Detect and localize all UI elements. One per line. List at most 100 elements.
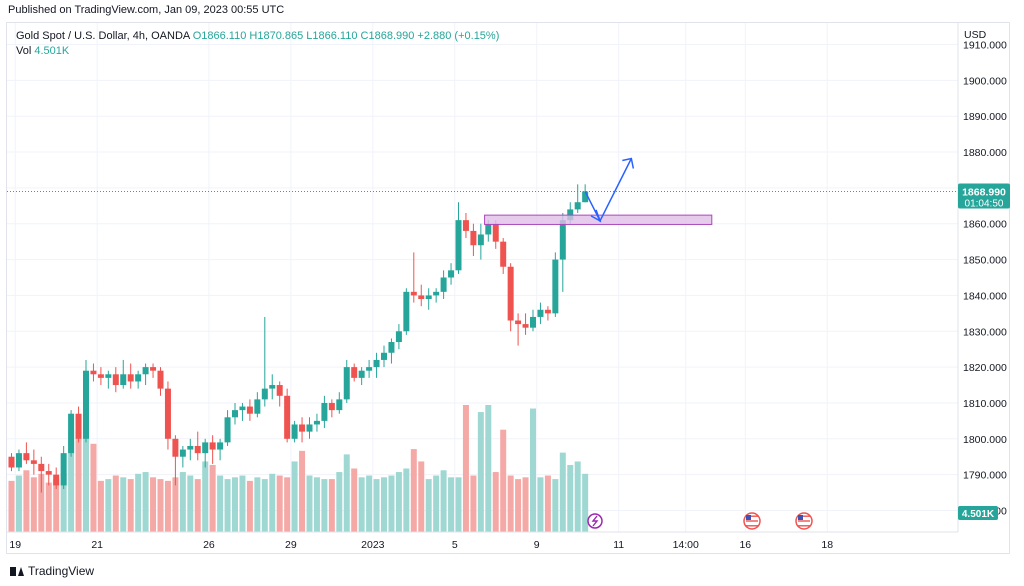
volume-bar <box>232 477 238 532</box>
candle-body[interactable] <box>202 442 209 454</box>
candle-body[interactable] <box>142 367 149 375</box>
candle-body[interactable] <box>462 220 469 231</box>
candle-body[interactable] <box>537 309 544 317</box>
candle-body[interactable] <box>224 417 231 443</box>
symbol-name[interactable]: Gold Spot / U.S. Dollar, 4h, OANDA <box>16 30 190 42</box>
candle-body[interactable] <box>433 291 440 296</box>
candle-body[interactable] <box>373 359 380 368</box>
candle-body[interactable] <box>306 424 313 432</box>
candle-body[interactable] <box>440 277 447 292</box>
candle-body[interactable] <box>395 331 402 343</box>
candle-body[interactable] <box>23 453 30 461</box>
candle-body[interactable] <box>60 453 67 486</box>
candle-body[interactable] <box>544 309 551 314</box>
candle-body[interactable] <box>485 223 492 235</box>
candle-body[interactable] <box>269 385 276 389</box>
candle-body[interactable] <box>75 413 82 439</box>
candle-body[interactable] <box>284 395 291 439</box>
candle-body[interactable] <box>530 316 536 328</box>
dividends-event-icon[interactable] <box>587 513 603 529</box>
candle-body[interactable] <box>492 223 499 242</box>
volume-bar <box>23 470 30 532</box>
candle-body[interactable] <box>53 474 60 486</box>
candle-body[interactable] <box>150 367 157 371</box>
candle-body[interactable] <box>105 374 112 378</box>
chart-frame <box>6 22 1010 554</box>
volume-bar <box>164 480 171 532</box>
candle-body[interactable] <box>418 295 425 300</box>
candle-body[interactable] <box>127 374 134 382</box>
volume-bar <box>179 472 186 532</box>
candle-body[interactable] <box>299 424 306 432</box>
volume-bar <box>38 473 45 532</box>
candle-body[interactable] <box>470 230 477 246</box>
candle-body[interactable] <box>45 471 52 475</box>
candle-body[interactable] <box>135 374 142 382</box>
candle-body[interactable] <box>500 241 507 267</box>
candle-body[interactable] <box>112 374 119 386</box>
last-price-value: 1868.990 <box>962 187 1006 199</box>
candle-body[interactable] <box>179 449 186 457</box>
volume-bar <box>209 464 216 532</box>
candle-body[interactable] <box>366 367 373 371</box>
candle-body[interactable] <box>246 406 253 414</box>
candle-body[interactable] <box>574 202 581 210</box>
volume-bar <box>440 470 447 532</box>
candle-body[interactable] <box>30 460 37 464</box>
candle-body[interactable] <box>261 388 268 400</box>
candle-body[interactable] <box>172 438 179 457</box>
candle-body[interactable] <box>97 374 104 378</box>
candle-body[interactable] <box>164 388 171 439</box>
candle-body[interactable] <box>276 385 283 396</box>
candle-body[interactable] <box>68 413 75 454</box>
candle-body[interactable] <box>358 370 365 378</box>
candle-body[interactable] <box>381 352 387 360</box>
volume-bar <box>194 479 201 532</box>
candle-body[interactable] <box>351 367 358 378</box>
candle-body[interactable] <box>410 291 417 296</box>
economic-event-icon[interactable] <box>795 512 813 530</box>
candle-body[interactable] <box>515 320 522 325</box>
candle-body[interactable] <box>403 291 410 332</box>
candle-body[interactable] <box>83 370 89 439</box>
candle-body[interactable] <box>582 191 589 203</box>
candle-body[interactable] <box>217 442 224 450</box>
candle-body[interactable] <box>448 270 455 278</box>
candle-body[interactable] <box>239 406 246 411</box>
price-tick-label: 1880.000 <box>963 147 1007 159</box>
candle-body[interactable] <box>343 367 350 400</box>
volume-bar <box>462 405 469 532</box>
candle-body[interactable] <box>455 220 462 271</box>
low-value: L1866.110 <box>306 30 358 42</box>
published-caption: Published on TradingView.com, Jan 09, 20… <box>8 4 285 16</box>
candle-body[interactable] <box>120 374 127 386</box>
volume-bar <box>276 475 283 532</box>
candle-body[interactable] <box>194 445 201 454</box>
candle-body[interactable] <box>157 370 164 389</box>
candle-body[interactable] <box>552 259 559 314</box>
candle-body[interactable] <box>507 266 514 321</box>
candle-body[interactable] <box>15 453 22 468</box>
economic-event-icon[interactable] <box>743 512 761 530</box>
candle-body[interactable] <box>425 295 432 300</box>
candle-body[interactable] <box>522 324 529 328</box>
candle-body[interactable] <box>209 442 216 450</box>
candle-body[interactable] <box>336 399 343 411</box>
candle-body[interactable] <box>187 445 194 450</box>
flag-canton <box>798 515 803 520</box>
candle-body[interactable] <box>254 399 261 414</box>
candle-body[interactable] <box>232 410 238 418</box>
candle-body[interactable] <box>291 424 298 439</box>
candle-body[interactable] <box>559 220 566 260</box>
candle-body[interactable] <box>328 402 335 411</box>
projection-arrow[interactable] <box>584 158 633 223</box>
candle-body[interactable] <box>321 402 328 421</box>
candle-body[interactable] <box>313 420 320 425</box>
candle-body[interactable] <box>38 463 45 472</box>
candle-body[interactable] <box>90 370 97 375</box>
candle-body[interactable] <box>388 342 395 353</box>
candle-body[interactable] <box>8 456 15 468</box>
volume-bar <box>97 480 104 532</box>
candle-body[interactable] <box>477 234 484 246</box>
